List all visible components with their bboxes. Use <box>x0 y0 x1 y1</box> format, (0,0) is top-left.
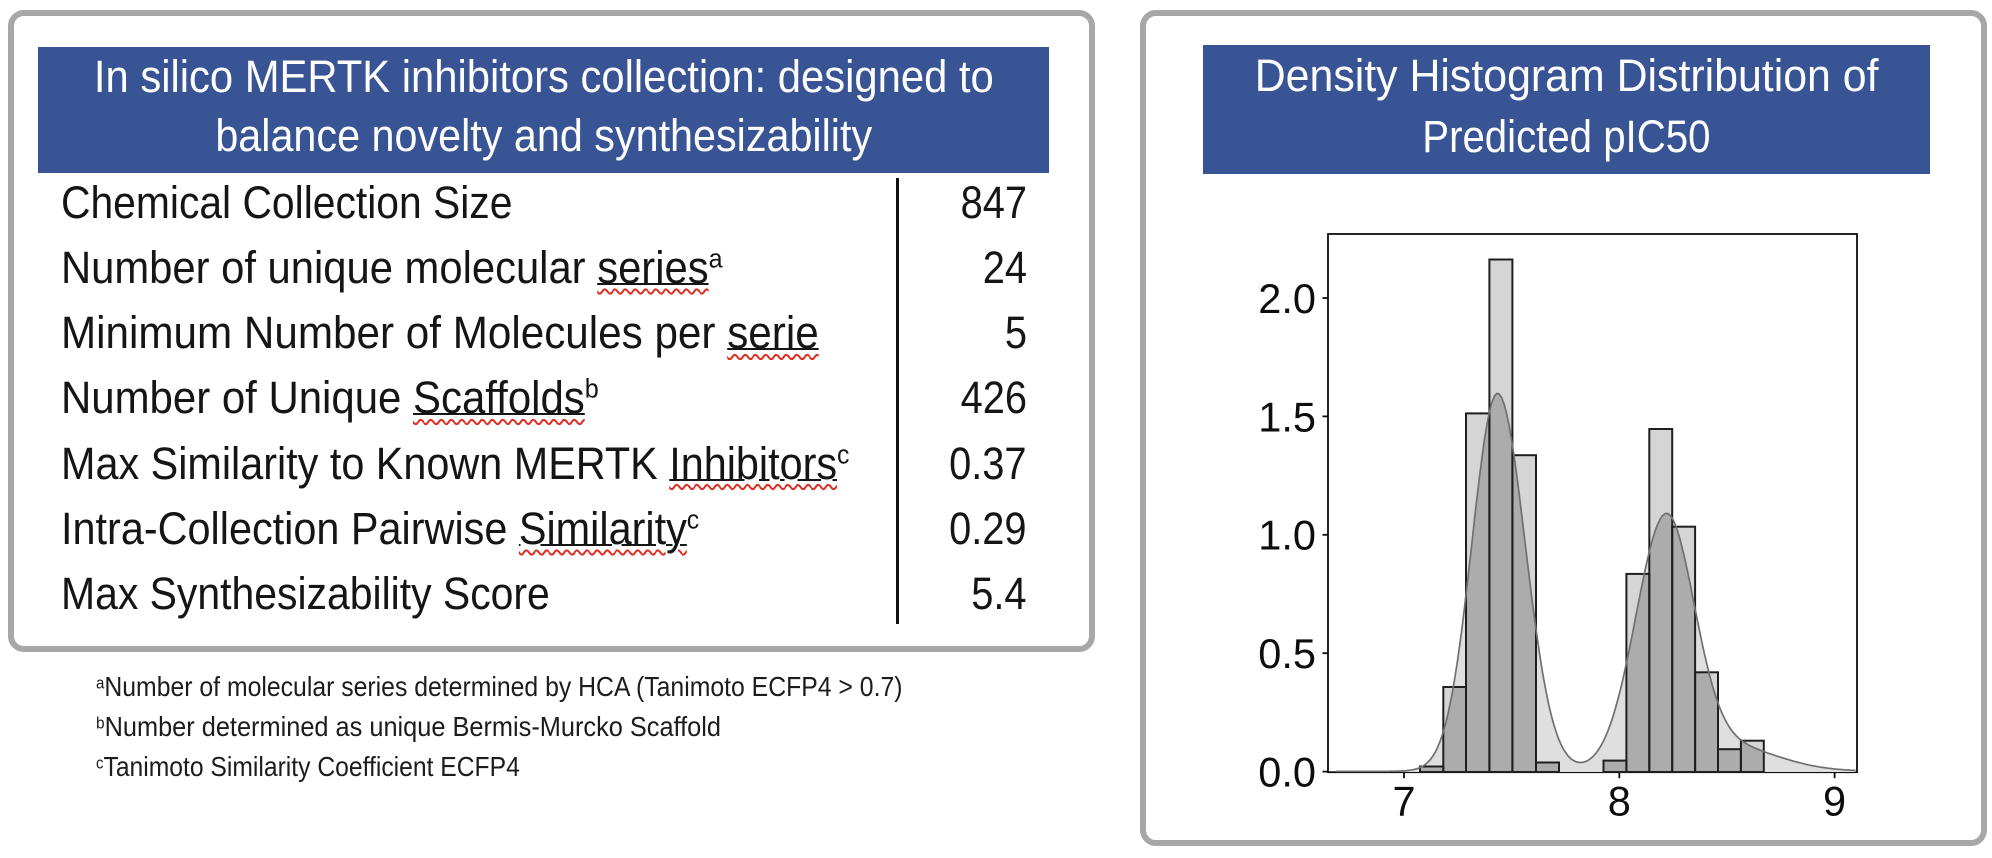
svg-text:9: 9 <box>1823 778 1846 825</box>
svg-text:1.5: 1.5 <box>1258 393 1316 440</box>
svg-text:0.0: 0.0 <box>1258 749 1316 796</box>
svg-text:8: 8 <box>1608 778 1631 825</box>
svg-text:7: 7 <box>1392 778 1415 825</box>
svg-text:2.0: 2.0 <box>1258 275 1316 322</box>
svg-text:1.0: 1.0 <box>1258 512 1316 559</box>
svg-text:0.5: 0.5 <box>1258 630 1316 677</box>
